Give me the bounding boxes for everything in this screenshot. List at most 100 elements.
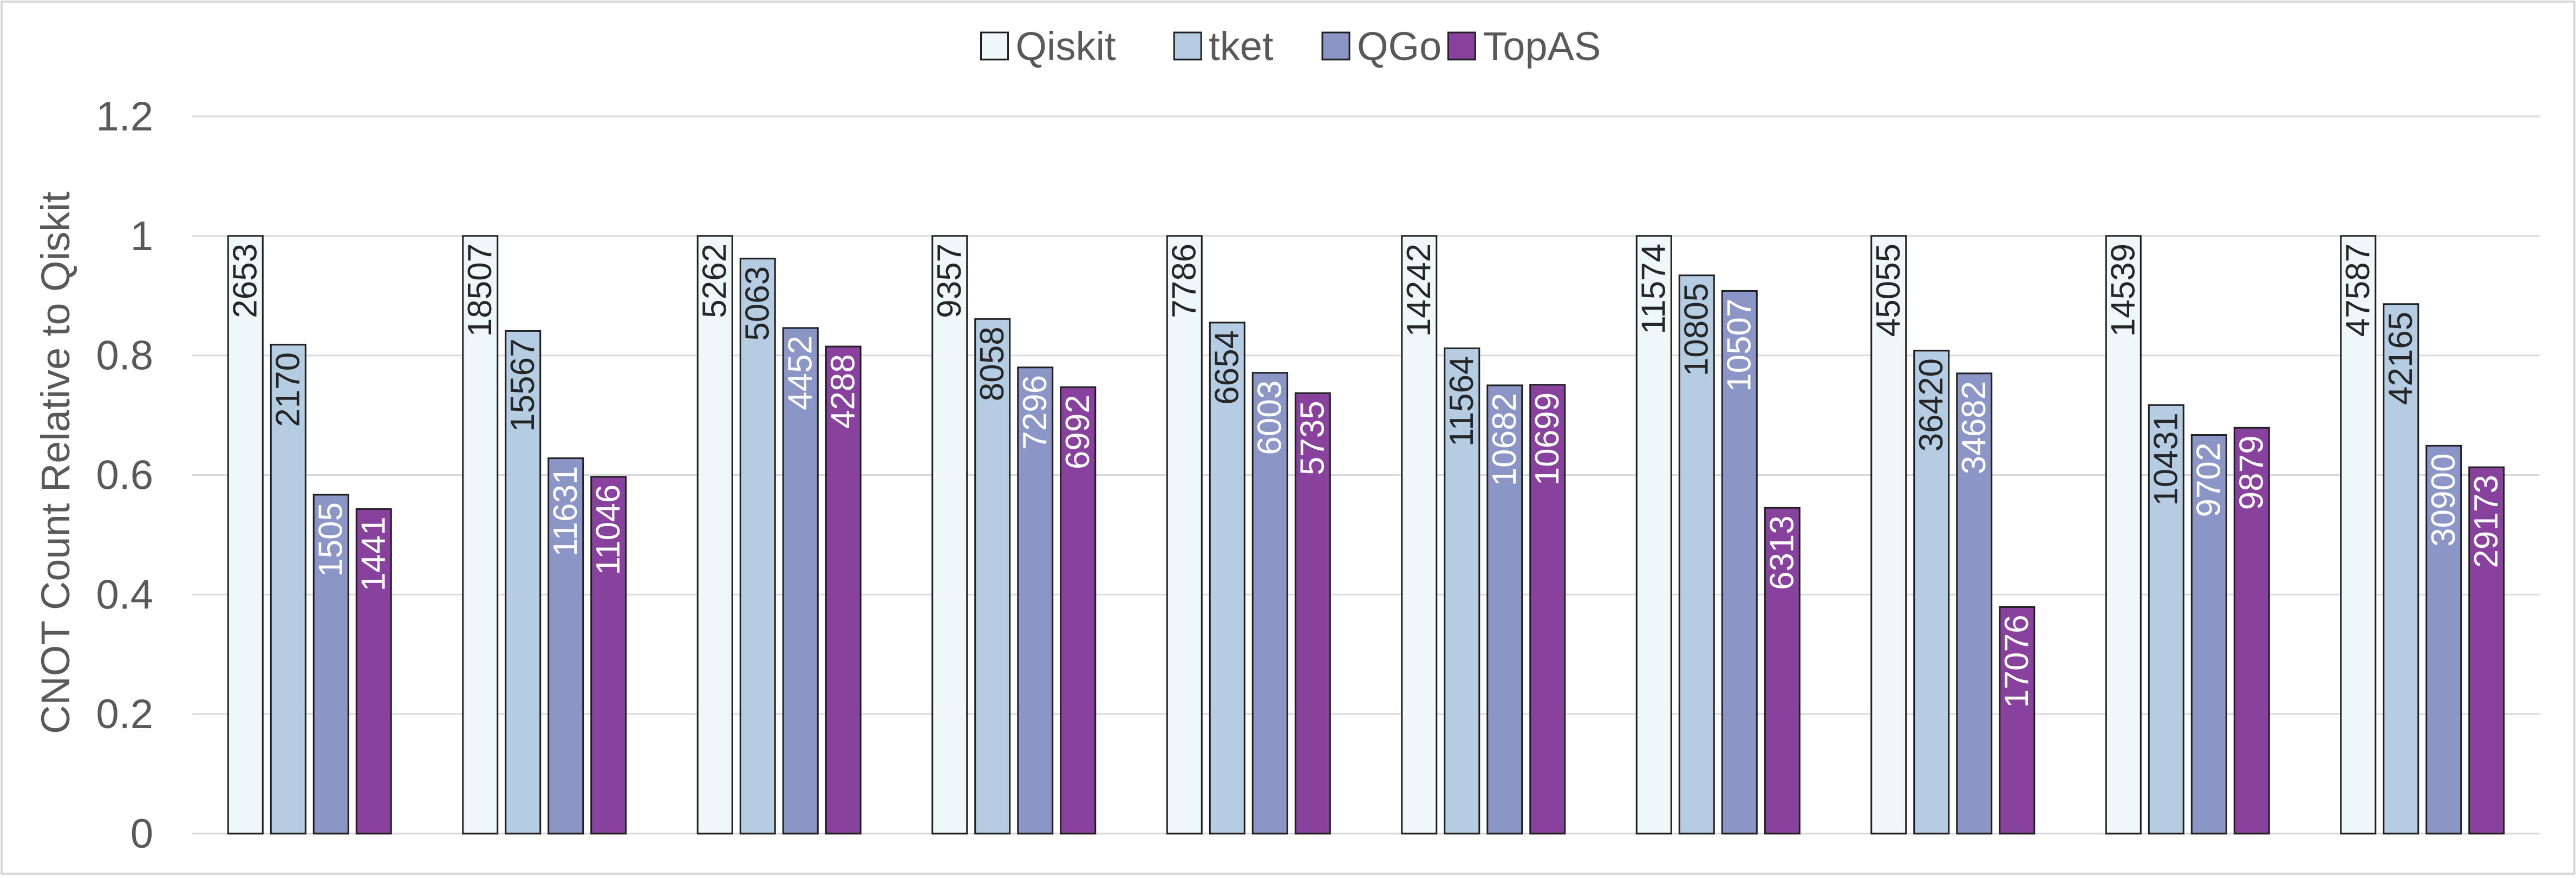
y-tick-label: 0.4 — [96, 572, 153, 618]
data-label-tket: 42165 — [2382, 312, 2420, 405]
bar-topas — [355, 508, 392, 835]
bar-qiskit — [931, 235, 968, 835]
y-tick-label: 0 — [131, 811, 153, 857]
data-label-tket: 8058 — [974, 326, 1011, 401]
bar-qiskit — [462, 235, 499, 835]
legend-swatch-tket — [1173, 31, 1202, 61]
bar-qgo — [1017, 366, 1054, 835]
bar-tket — [1209, 322, 1245, 835]
data-label-qgo: 9702 — [2190, 443, 2227, 517]
legend-label-topas: TopAS — [1483, 24, 1601, 69]
y-tick-label: 1.2 — [96, 94, 153, 140]
data-label-topas: 1441 — [355, 516, 392, 591]
data-label-qiskit: 2653 — [226, 244, 264, 318]
data-label-topas: 4288 — [824, 354, 862, 429]
legend-swatch-qiskit — [980, 31, 1009, 61]
data-label-qgo: 10507 — [1720, 298, 1758, 391]
data-label-tket: 36420 — [1913, 358, 1950, 451]
legend-label-qiskit: Qiskit — [1016, 24, 1116, 69]
data-label-topas: 10699 — [1529, 392, 1566, 486]
legend-label-tket: tket — [1209, 24, 1274, 69]
data-label-qiskit: 11574 — [1635, 244, 1672, 335]
bar-topas — [1529, 384, 1566, 835]
data-label-topas: 6313 — [1763, 515, 1801, 590]
data-label-tket: 2170 — [269, 352, 306, 427]
data-label-qiskit: 9357 — [931, 244, 968, 318]
bar-qgo — [312, 494, 349, 835]
y-axis-ticks: 0 0.2 0.4 0.6 0.8 1 1.2 — [96, 94, 153, 857]
legend: Qiskit tket QGo TopAS — [980, 24, 1601, 69]
data-label-qgo: 7296 — [1016, 375, 1054, 450]
data-label-topas: 11046 — [590, 484, 627, 575]
bars — [227, 235, 2505, 835]
bar-qgo — [1486, 384, 1523, 835]
data-label-qiskit: 18507 — [461, 244, 499, 337]
data-label-qgo: 30900 — [2425, 453, 2462, 546]
bar-qgo — [547, 457, 584, 835]
bar-qgo — [1251, 372, 1288, 835]
bar-qiskit — [1401, 235, 1438, 835]
data-label-topas: 9879 — [2233, 435, 2270, 510]
bar-qiskit — [1870, 235, 1907, 835]
bar-qiskit — [2105, 235, 2142, 835]
legend-swatch-qgo — [1321, 31, 1351, 61]
bar-topas — [825, 345, 862, 835]
bar-qiskit — [1166, 235, 1203, 835]
bar-tket — [1678, 274, 1715, 835]
y-axis-label: CNOT Count Relative to Qiskit — [33, 192, 78, 735]
bar-qiskit — [2340, 235, 2377, 835]
bar-tket — [2383, 303, 2420, 835]
legend-swatch-topas — [1447, 31, 1476, 61]
data-label-topas: 29173 — [2468, 475, 2505, 568]
bar-tket — [2148, 404, 2184, 835]
data-label-qgo: 6003 — [1251, 381, 1288, 455]
bar-tket — [505, 330, 542, 835]
data-label-qiskit: 47587 — [2339, 244, 2377, 337]
y-tick-label: 0.8 — [96, 333, 153, 379]
bar-topas — [2468, 466, 2505, 835]
data-label-qiskit: 5262 — [696, 244, 733, 318]
bar-qiskit — [696, 235, 733, 835]
bar-topas — [1999, 606, 2036, 835]
bar-qgo — [2190, 434, 2227, 835]
bar-tket — [974, 318, 1011, 835]
bar-topas — [1294, 392, 1331, 835]
data-label-tket: 10805 — [1678, 283, 1715, 376]
bar-tket — [270, 344, 306, 835]
bar-tket — [739, 258, 776, 835]
y-tick-label: 1 — [131, 213, 153, 259]
bar-topas — [1060, 386, 1097, 835]
data-label-qiskit: 14539 — [2104, 244, 2142, 337]
bar-tket — [1444, 347, 1481, 835]
bar-qgo — [1721, 290, 1758, 835]
data-label-tket: 11564 — [1443, 356, 1481, 447]
data-label-tket: 5063 — [739, 266, 776, 341]
bar-topas — [2233, 427, 2270, 835]
data-label-topas: 17076 — [1998, 615, 2036, 708]
data-label-qiskit: 14242 — [1400, 244, 1438, 337]
bar-tket — [1913, 350, 1950, 835]
data-label-tket: 10431 — [2147, 412, 2184, 506]
bar-qgo — [782, 327, 819, 835]
data-label-tket: 15567 — [504, 338, 542, 431]
bar-qiskit — [1635, 235, 1672, 835]
bar-qgo — [1956, 372, 1993, 835]
data-label-qgo: 4452 — [781, 336, 819, 410]
data-label-qgo: 1505 — [312, 502, 349, 577]
y-tick-label: 0.2 — [96, 691, 153, 737]
data-label-qgo: 10682 — [1486, 393, 1523, 486]
data-label-qgo: 34682 — [1955, 381, 1993, 474]
bar-topas — [590, 476, 627, 835]
data-label-qiskit: 7786 — [1165, 244, 1203, 318]
data-label-qiskit: 45055 — [1870, 244, 1907, 337]
bar-topas — [1764, 507, 1801, 835]
legend-label-qgo: QGo — [1357, 24, 1442, 69]
y-tick-label: 0.6 — [96, 453, 153, 499]
data-label-tket: 6654 — [1208, 330, 1245, 405]
bar-qiskit — [227, 235, 264, 835]
data-label-topas: 6992 — [1059, 395, 1097, 469]
data-label-qgo: 11631 — [547, 466, 584, 557]
